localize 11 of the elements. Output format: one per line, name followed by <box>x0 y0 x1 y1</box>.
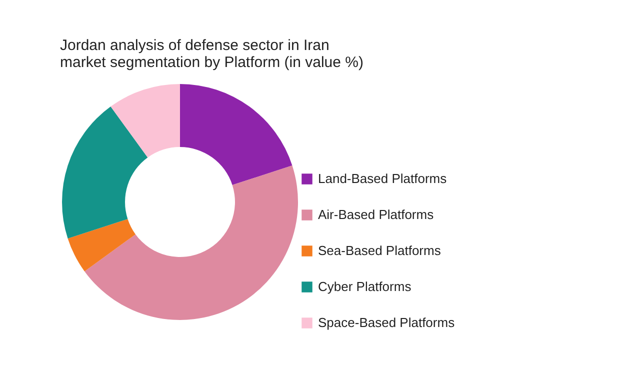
donut-slice <box>68 218 136 272</box>
legend-label: Air-Based Platforms <box>318 207 434 222</box>
chart-title: Jordan analysis of defense sector in Iran market segmentation by Platform (in value %) <box>60 37 364 71</box>
legend-label: Space-Based Platforms <box>318 315 456 330</box>
donut-slice <box>180 84 292 186</box>
donut-slice <box>84 166 298 320</box>
donut-slice <box>62 106 148 238</box>
donut-slice <box>110 84 180 158</box>
legend-label: Sea-Based Platforms <box>318 243 442 258</box>
legend-label: Land-Based Platforms <box>318 171 448 186</box>
legend-label: Cyber Platforms <box>318 279 412 294</box>
